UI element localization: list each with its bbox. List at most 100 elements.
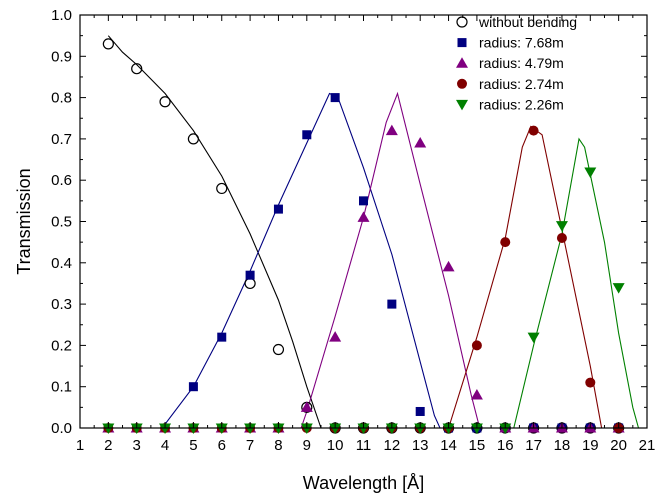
fit-lines xyxy=(80,35,647,429)
x-tick-label-19: 20 xyxy=(610,437,627,454)
y-tick-label-3: 0.3 xyxy=(51,296,72,313)
data-point-s1-7 xyxy=(302,130,312,140)
x-tick-label-5: 6 xyxy=(218,437,226,454)
data-point-s4-11 xyxy=(414,423,427,434)
fit-line-0 xyxy=(107,35,647,429)
data-point-s3-14 xyxy=(500,237,511,248)
data-point-s4-17 xyxy=(584,167,597,178)
data-point-s4-3 xyxy=(187,423,200,434)
y-tick-label-9: 0.9 xyxy=(51,48,72,65)
x-tick-label-3: 4 xyxy=(161,437,169,454)
x-tick-label-18: 19 xyxy=(582,437,599,454)
legend-label-4: radius: 2.26m xyxy=(479,96,564,112)
x-tick-label-14: 15 xyxy=(469,437,486,454)
y-axis-title: Transmission xyxy=(14,168,34,274)
y-tick-label-10: 1.0 xyxy=(51,7,72,24)
data-point-s0-2 xyxy=(159,96,171,108)
data-point-s0-4 xyxy=(216,182,228,195)
data-point-s4-18 xyxy=(612,283,625,294)
x-tick-label-2: 3 xyxy=(133,437,141,454)
x-axis-title: Wavelength [Å] xyxy=(303,473,424,493)
legend-marker-1 xyxy=(457,38,467,48)
data-point-s4-1 xyxy=(130,423,143,434)
data-point-s4-5 xyxy=(244,423,257,434)
x-tick-label-17: 18 xyxy=(554,437,571,454)
y-tick-label-2: 0.2 xyxy=(51,337,72,354)
y-tick-label-5: 0.5 xyxy=(51,214,72,231)
x-tick-label-7: 8 xyxy=(274,437,282,454)
data-point-s3-15 xyxy=(528,125,539,136)
axes: 1 2 3 4 5 6 7 8 9 10 11 12 13 14 15 16 17 18 19 20 210.00.10… xyxy=(51,7,655,454)
data-point-s0-5 xyxy=(244,277,256,290)
data-point-s1-11 xyxy=(415,406,425,416)
legend: without bending radius: 7.68m radius: 4.79… xyxy=(456,14,577,112)
x-tick-label-11: 12 xyxy=(384,437,401,454)
data-point-s0-0 xyxy=(102,38,114,50)
x-tick-label-9: 10 xyxy=(327,437,344,454)
data-point-s2-9 xyxy=(357,211,370,222)
y-tick-label-7: 0.7 xyxy=(51,131,72,148)
data-point-s4-10 xyxy=(385,423,398,434)
data-point-s1-6 xyxy=(273,204,283,214)
legend-marker-0 xyxy=(456,16,468,28)
fit-line-3 xyxy=(80,125,647,429)
data-point-s0-3 xyxy=(187,133,199,145)
data-point-s2-8 xyxy=(329,331,342,342)
data-point-s4-15 xyxy=(527,332,540,344)
data-point-s4-2 xyxy=(159,423,172,434)
x-tick-label-10: 11 xyxy=(356,437,372,454)
data-point-s3-17 xyxy=(585,377,596,388)
data-point-s4-0 xyxy=(102,423,115,434)
data-point-s4-14 xyxy=(499,423,512,434)
data-point-s1-4 xyxy=(217,332,227,342)
data-point-s1-9 xyxy=(359,196,368,206)
data-point-s0-6 xyxy=(272,343,285,356)
y-tick-label-0: 0.0 xyxy=(51,420,72,437)
legend-label-2: radius: 4.79m xyxy=(479,55,564,71)
x-tick-label-8: 9 xyxy=(303,437,311,454)
x-tick-label-20: 21 xyxy=(639,437,656,454)
data-point-s4-13 xyxy=(470,423,483,434)
fit-line-4 xyxy=(80,137,647,429)
data-point-s4-8 xyxy=(329,423,342,434)
data-point-s2-11 xyxy=(414,137,427,148)
y-tick-label-1: 0.1 xyxy=(51,379,72,396)
y-tick-label-4: 0.4 xyxy=(51,255,72,272)
legend-marker-2 xyxy=(456,57,468,68)
data-point-s4-6 xyxy=(272,423,285,434)
x-tick-label-6: 7 xyxy=(246,437,254,454)
data-point-s4-7 xyxy=(300,423,313,434)
fit-line-2 xyxy=(80,91,647,429)
data-point-s1-3 xyxy=(188,382,198,392)
data-point-s4-12 xyxy=(442,423,455,434)
data-point-s3-13 xyxy=(471,340,482,351)
y-tick-label-6: 0.6 xyxy=(51,172,72,189)
data-point-s2-7 xyxy=(300,401,313,412)
data-point-s3-16 xyxy=(556,233,567,244)
x-tick-label-0: 1 xyxy=(76,437,84,454)
x-tick-label-15: 16 xyxy=(497,437,514,454)
legend-marker-4 xyxy=(456,99,468,111)
data-point-s4-4 xyxy=(215,423,228,434)
legend-label-0: without bending xyxy=(478,14,577,30)
data-point-s2-13 xyxy=(470,388,483,400)
data-point-s1-5 xyxy=(245,270,255,280)
data-point-s2-12 xyxy=(442,260,455,272)
data-point-s1-8 xyxy=(330,93,340,103)
data-point-s4-16 xyxy=(555,221,568,232)
data-point-s1-10 xyxy=(387,299,397,309)
x-tick-label-4: 5 xyxy=(189,437,197,454)
legend-label-1: radius: 7.68m xyxy=(479,35,564,51)
fit-line-1 xyxy=(80,92,647,429)
x-tick-label-1: 2 xyxy=(104,437,112,454)
data-point-s2-10 xyxy=(385,124,398,136)
legend-label-3: radius: 2.74m xyxy=(479,76,564,92)
x-tick-label-16: 17 xyxy=(525,437,542,454)
y-tick-label-8: 0.8 xyxy=(51,90,72,107)
data-point-s4-9 xyxy=(357,423,370,434)
x-tick-label-13: 14 xyxy=(440,437,457,454)
data-point-s0-1 xyxy=(131,63,143,75)
legend-marker-3 xyxy=(457,78,467,89)
x-tick-label-12: 13 xyxy=(412,437,429,454)
